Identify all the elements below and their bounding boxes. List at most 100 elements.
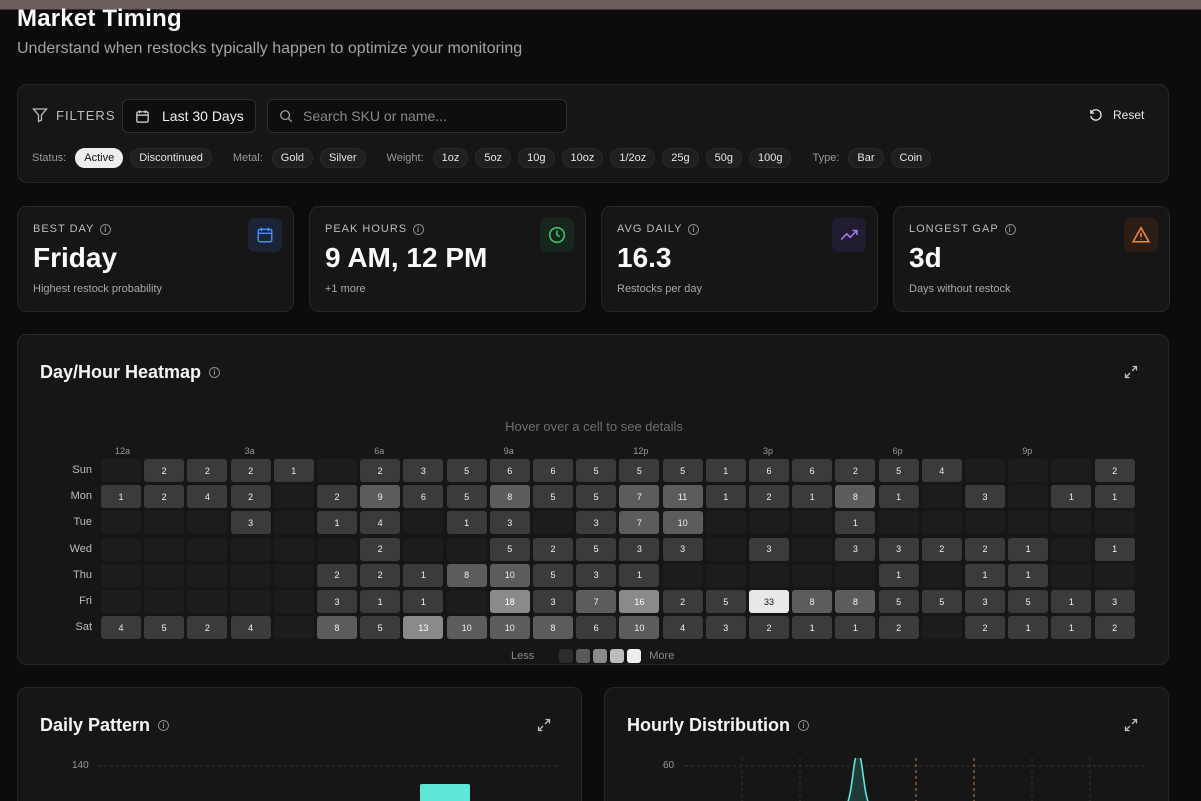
heatmap-cell[interactable]	[1008, 485, 1049, 509]
heatmap-cell[interactable]: 3	[230, 511, 271, 535]
heatmap-cell[interactable]: 1	[446, 511, 487, 535]
heatmap-cell[interactable]: 1	[835, 616, 876, 640]
heatmap-cell[interactable]: 2	[144, 485, 185, 509]
heatmap-cell[interactable]: 1	[705, 485, 746, 509]
search-input[interactable]	[303, 108, 543, 124]
heatmap-cell[interactable]	[230, 563, 271, 587]
heatmap-cell[interactable]: 6	[489, 459, 530, 482]
heatmap-cell[interactable]: 2	[835, 459, 876, 482]
heatmap-cell[interactable]: 8	[446, 563, 487, 587]
heatmap-cell[interactable]: 5	[705, 590, 746, 613]
heatmap-cell[interactable]	[273, 616, 314, 640]
heatmap-cell[interactable]	[1051, 511, 1092, 535]
filter-chip[interactable]: Silver	[320, 148, 366, 168]
heatmap-cell[interactable]: 5	[533, 563, 573, 587]
heatmap-cell[interactable]: 5	[878, 459, 919, 482]
heatmap-cell[interactable]	[1051, 459, 1092, 482]
filter-chip[interactable]: Bar	[848, 148, 884, 168]
heatmap-cell[interactable]: 10	[446, 616, 487, 640]
heatmap-cell[interactable]: 4	[360, 511, 401, 535]
heatmap-cell[interactable]	[792, 511, 833, 535]
heatmap-cell[interactable]: 10	[489, 563, 530, 587]
heatmap-cell[interactable]: 2	[965, 616, 1005, 640]
heatmap-cell[interactable]	[921, 511, 962, 535]
heatmap-cell[interactable]: 5	[446, 459, 487, 482]
heatmap-cell[interactable]: 2	[1094, 459, 1135, 482]
filter-chip[interactable]: 1oz	[432, 148, 469, 168]
filter-chip[interactable]: Discontinued	[130, 148, 212, 168]
heatmap-cell[interactable]	[273, 563, 314, 587]
heatmap-cell[interactable]	[101, 563, 141, 587]
heatmap-cell[interactable]: 2	[749, 485, 789, 509]
heatmap-cell[interactable]	[144, 563, 185, 587]
heatmap-cell[interactable]: 1	[403, 563, 444, 587]
heatmap-cell[interactable]: 1	[1051, 590, 1092, 613]
heatmap-cell[interactable]: 3	[576, 563, 617, 587]
heatmap-cell[interactable]: 5	[446, 485, 487, 509]
heatmap-cell[interactable]: 5	[576, 485, 617, 509]
heatmap-cell[interactable]	[273, 485, 314, 509]
heatmap-cell[interactable]: 1	[1051, 616, 1092, 640]
heatmap-cell[interactable]: 1	[1008, 537, 1049, 561]
heatmap-cell[interactable]: 8	[533, 616, 573, 640]
heatmap-cell[interactable]: 5	[921, 590, 962, 613]
heatmap-cell[interactable]	[749, 511, 789, 535]
heatmap-cell[interactable]: 8	[317, 616, 357, 640]
heatmap-cell[interactable]: 1	[101, 485, 141, 509]
filter-chip[interactable]: 25g	[662, 148, 699, 168]
heatmap-cell[interactable]: 5	[360, 616, 401, 640]
expand-icon[interactable]	[1124, 718, 1138, 732]
heatmap-cell[interactable]: 8	[835, 485, 876, 509]
heatmap-cell[interactable]: 2	[230, 485, 271, 509]
heatmap-cell[interactable]	[1094, 563, 1135, 587]
heatmap-cell[interactable]: 2	[317, 485, 357, 509]
heatmap-cell[interactable]	[1051, 537, 1092, 561]
heatmap-cell[interactable]: 2	[878, 616, 919, 640]
heatmap-cell[interactable]	[187, 511, 228, 535]
heatmap-cell[interactable]: 1	[1051, 485, 1092, 509]
heatmap-cell[interactable]: 4	[921, 459, 962, 482]
heatmap-cell[interactable]: 5	[144, 616, 185, 640]
heatmap-cell[interactable]	[792, 563, 833, 587]
heatmap-cell[interactable]: 5	[576, 459, 617, 482]
heatmap-cell[interactable]	[835, 563, 876, 587]
heatmap-cell[interactable]	[144, 590, 185, 613]
expand-icon[interactable]	[1124, 365, 1138, 379]
heatmap-cell[interactable]: 3	[317, 590, 357, 613]
heatmap-cell[interactable]: 2	[230, 459, 271, 482]
heatmap-cell[interactable]	[101, 537, 141, 561]
expand-icon[interactable]	[537, 718, 551, 732]
heatmap-cell[interactable]	[1008, 459, 1049, 482]
heatmap-cell[interactable]: 3	[1094, 590, 1135, 613]
heatmap-cell[interactable]: 3	[403, 459, 444, 482]
bar[interactable]	[420, 784, 470, 801]
heatmap-cell[interactable]: 10	[662, 511, 703, 535]
heatmap-cell[interactable]: 3	[835, 537, 876, 561]
heatmap-cell[interactable]	[101, 459, 141, 482]
heatmap-cell[interactable]	[1051, 563, 1092, 587]
heatmap-cell[interactable]: 2	[533, 537, 573, 561]
heatmap-cell[interactable]: 5	[576, 537, 617, 561]
heatmap-cell[interactable]: 1	[273, 459, 314, 482]
heatmap-cell[interactable]: 5	[662, 459, 703, 482]
heatmap-cell[interactable]: 16	[619, 590, 660, 613]
filter-chip[interactable]: 5oz	[475, 148, 512, 168]
heatmap-cell[interactable]: 5	[619, 459, 660, 482]
heatmap-cell[interactable]	[1008, 511, 1049, 535]
heatmap-cell[interactable]	[705, 563, 746, 587]
heatmap-cell[interactable]	[878, 511, 919, 535]
heatmap-cell[interactable]: 11	[662, 485, 703, 509]
heatmap-cell[interactable]: 2	[662, 590, 703, 613]
heatmap-cell[interactable]: 13	[403, 616, 444, 640]
heatmap-cell[interactable]: 4	[187, 485, 228, 509]
heatmap-cell[interactable]	[273, 590, 314, 613]
heatmap-cell[interactable]: 6	[749, 459, 789, 482]
heatmap-cell[interactable]: 3	[489, 511, 530, 535]
reset-button[interactable]: Reset	[1088, 107, 1144, 122]
heatmap-cell[interactable]	[965, 511, 1005, 535]
heatmap-cell[interactable]: 1	[965, 563, 1005, 587]
heatmap-cell[interactable]: 6	[576, 616, 617, 640]
heatmap-cell[interactable]: 6	[533, 459, 573, 482]
heatmap-cell[interactable]: 5	[1008, 590, 1049, 613]
filter-chip[interactable]: Coin	[890, 148, 932, 168]
